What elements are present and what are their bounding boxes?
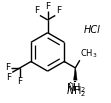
- Text: F: F: [7, 73, 12, 82]
- Text: F: F: [56, 6, 61, 15]
- Text: HCl: HCl: [83, 25, 100, 35]
- Text: NH$_2$: NH$_2$: [66, 81, 86, 95]
- Text: F: F: [17, 77, 22, 86]
- Polygon shape: [74, 68, 77, 80]
- Text: $\^{N}$H$_2$: $\^{N}$H$_2$: [66, 81, 86, 99]
- Text: F: F: [5, 63, 11, 72]
- Text: F: F: [45, 2, 50, 11]
- Text: F: F: [34, 6, 39, 15]
- Text: CH$_3$: CH$_3$: [80, 47, 98, 60]
